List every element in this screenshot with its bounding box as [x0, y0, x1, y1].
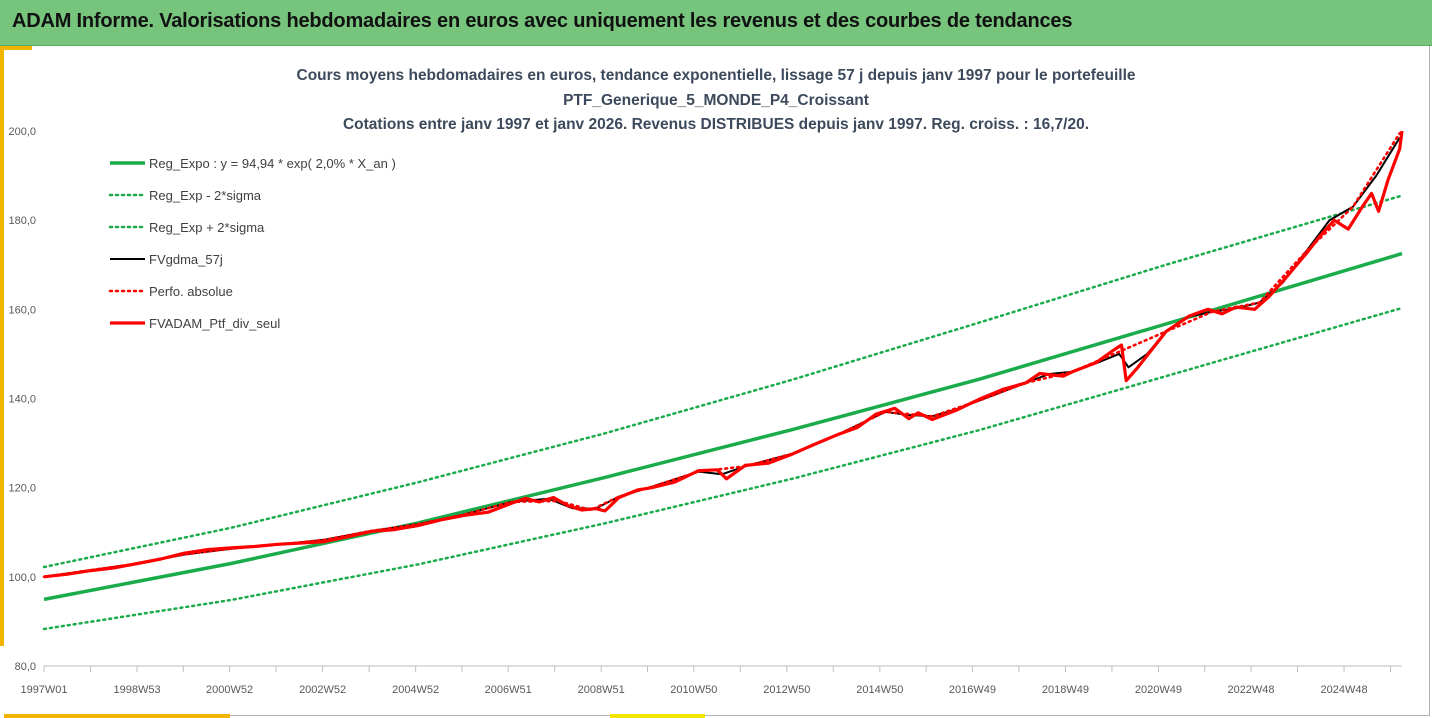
report-header: ADAM Informe. Valorisations hebdomadaire… [0, 0, 1432, 46]
x-tick-label: 2006W51 [485, 684, 532, 696]
chart-title-line-2: PTF_Generique_5_MONDE_P4_Croissant [563, 91, 869, 109]
x-tick-label: 2020W49 [1135, 684, 1182, 696]
x-tick-label: 2000W52 [206, 684, 253, 696]
series-line-2 [42, 194, 1404, 569]
chart-title: Cours moyens hebdomadaires en euros, ten… [0, 64, 1432, 138]
y-tick-label: 80,0 [15, 661, 36, 673]
x-tick-label: 2004W52 [392, 684, 439, 696]
y-axis: 80,0 100,0 120,0 140,0 160,0 180,0 200,0 [8, 126, 36, 673]
chart-title-line-1: Cours moyens hebdomadaires en euros, ten… [296, 67, 1136, 84]
y-tick-label: 140,0 [8, 394, 36, 406]
x-tick-label: 2018W49 [1042, 684, 1089, 696]
accent-stripe-left [0, 46, 4, 646]
chart-frame [4, 46, 1430, 716]
y-tick-label: 120,0 [8, 483, 36, 495]
x-tick-label: 2024W48 [1320, 684, 1367, 696]
x-tick-label: 2016W49 [949, 684, 996, 696]
x-tick-label: 2014W50 [856, 684, 903, 696]
y-tick-label: 200,0 [8, 126, 36, 138]
legend-label: Reg_Exp - 2*sigma [149, 188, 262, 203]
x-tick-label: 2012W50 [763, 684, 810, 696]
x-tick-label: 2002W52 [299, 684, 346, 696]
report-title: ADAM Informe. Valorisations hebdomadaire… [12, 10, 1073, 32]
x-tick-label: 2010W50 [670, 684, 717, 696]
x-tick-label: 1997W01 [20, 684, 67, 696]
series-layer [42, 130, 1404, 631]
series-line-5 [43, 130, 1404, 579]
series-line-0 [43, 251, 1403, 602]
y-tick-label: 180,0 [8, 215, 36, 227]
y-tick-label: 100,0 [8, 572, 36, 584]
legend-label: Reg_Exp + 2*sigma [149, 220, 265, 235]
x-axis: 1997W01 1998W53 2000W52 2002W52 2004W52 2006W… [20, 665, 1402, 696]
legend-label: FVADAM_Ptf_div_seul [149, 316, 280, 331]
x-tick-label: 2008W51 [578, 684, 625, 696]
accent-stripe-bottom [4, 714, 230, 718]
legend-label: Perfo. absolue [149, 284, 233, 299]
legend-label: FVgdma_57j [149, 252, 223, 267]
series-line-3 [43, 137, 1401, 578]
series-line-4 [42, 131, 1401, 579]
x-tick-label: 2022W48 [1227, 684, 1274, 696]
accent-stripe-top [0, 46, 32, 50]
accent-stripe-bottom-2 [610, 714, 705, 718]
y-tick-label: 160,0 [8, 304, 36, 316]
chart-title-line-3: Cotations entre janv 1997 et janv 2026. … [342, 116, 1090, 133]
x-tick-label: 1998W53 [113, 684, 160, 696]
series-line-1 [42, 306, 1404, 631]
legend: Reg_Expo : y = 94,94 * exp( 2,0% * X_an … [108, 156, 396, 331]
legend-label: Reg_Expo : y = 94,94 * exp( 2,0% * X_an … [149, 156, 396, 171]
